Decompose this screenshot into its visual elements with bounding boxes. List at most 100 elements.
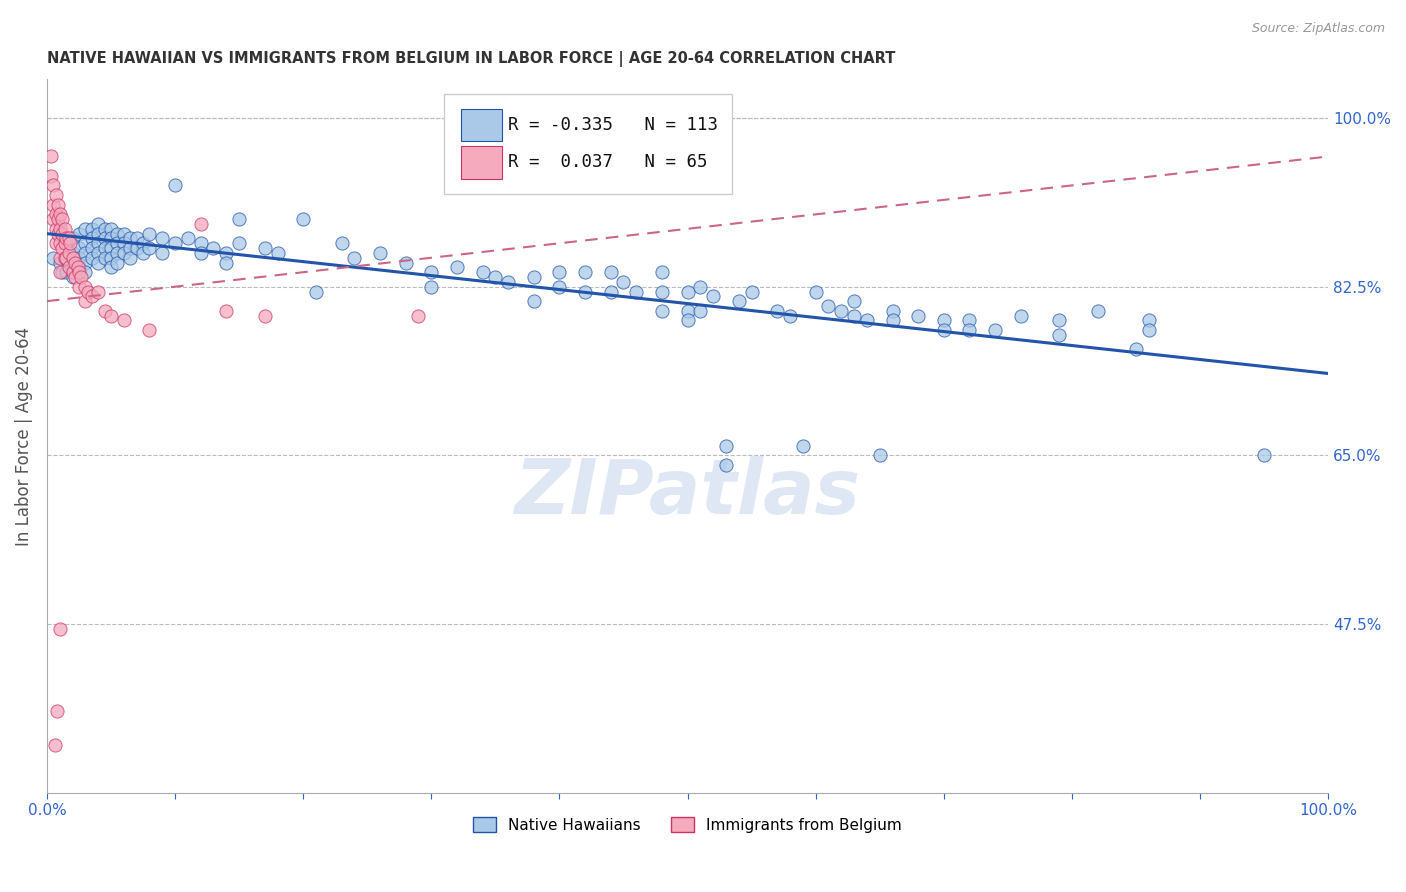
Point: [48, 227, 70, 241]
Text: NATIVE HAWAIIAN VS IMMIGRANTS FROM BELGIUM IN LABOR FORCE | AGE 20-64 CORRELATIO: NATIVE HAWAIIAN VS IMMIGRANTS FROM BELGI…: [46, 51, 896, 67]
Point: [292, 212, 315, 227]
Point: [420, 279, 443, 293]
Point: [842, 294, 865, 309]
Point: [48, 622, 70, 636]
Point: [93, 251, 115, 265]
Point: [190, 236, 212, 251]
Point: [548, 279, 571, 293]
Point: [112, 313, 135, 327]
Point: [45, 236, 67, 251]
Point: [1047, 327, 1070, 342]
Point: [138, 323, 160, 337]
Point: [75, 222, 97, 236]
Y-axis label: In Labor Force | Age 20-64: In Labor Force | Age 20-64: [15, 326, 32, 546]
Point: [253, 241, 276, 255]
Point: [548, 173, 571, 187]
Point: [75, 265, 97, 279]
Point: [869, 449, 891, 463]
Point: [651, 303, 673, 318]
Point: [112, 227, 135, 241]
Point: [48, 222, 70, 236]
Point: [1137, 313, 1160, 327]
Point: [51, 227, 73, 241]
Point: [1047, 313, 1070, 327]
Point: [882, 303, 904, 318]
Point: [574, 285, 596, 299]
Point: [55, 231, 77, 245]
Point: [93, 303, 115, 318]
Point: [87, 217, 110, 231]
Point: [55, 265, 77, 279]
Point: [714, 439, 737, 453]
Point: [93, 241, 115, 255]
Point: [48, 265, 70, 279]
Point: [62, 231, 84, 245]
Point: [408, 309, 430, 323]
Point: [62, 270, 84, 285]
Point: [44, 738, 66, 752]
Point: [70, 270, 93, 285]
Point: [1125, 343, 1147, 357]
Point: [138, 227, 160, 241]
Point: [100, 241, 122, 255]
Point: [51, 265, 73, 279]
Point: [100, 251, 122, 265]
Point: [67, 241, 90, 255]
Point: [67, 279, 90, 293]
Point: [87, 255, 110, 269]
Point: [984, 323, 1007, 337]
Point: [63, 270, 86, 285]
Point: [58, 260, 80, 275]
Point: [105, 236, 128, 251]
Point: [80, 222, 103, 236]
Point: [163, 178, 186, 193]
Point: [75, 246, 97, 260]
Point: [48, 236, 70, 251]
Point: [830, 303, 852, 318]
Point: [714, 458, 737, 472]
Point: [112, 246, 135, 260]
Point: [1253, 449, 1275, 463]
Point: [599, 265, 621, 279]
Point: [58, 231, 80, 245]
Point: [766, 303, 789, 318]
Point: [100, 260, 122, 275]
Point: [523, 294, 546, 309]
Point: [548, 265, 571, 279]
Point: [62, 265, 84, 279]
Point: [39, 169, 62, 183]
Point: [150, 231, 173, 245]
Point: [120, 251, 142, 265]
Point: [599, 285, 621, 299]
Point: [957, 313, 980, 327]
Legend: Native Hawaiians, Immigrants from Belgium: Native Hawaiians, Immigrants from Belgiu…: [467, 811, 908, 838]
Point: [100, 231, 122, 245]
Point: [105, 227, 128, 241]
Point: [484, 270, 506, 285]
Point: [689, 303, 711, 318]
Point: [51, 241, 73, 255]
Point: [651, 265, 673, 279]
Point: [87, 236, 110, 251]
Point: [77, 285, 100, 299]
Text: Source: ZipAtlas.com: Source: ZipAtlas.com: [1251, 22, 1385, 36]
FancyBboxPatch shape: [461, 145, 502, 178]
Point: [305, 285, 328, 299]
Point: [87, 246, 110, 260]
Point: [1087, 303, 1109, 318]
Point: [48, 212, 70, 227]
Point: [66, 260, 89, 275]
Point: [1010, 309, 1032, 323]
Point: [676, 178, 699, 193]
Point: [42, 212, 65, 227]
Point: [702, 289, 724, 303]
Point: [80, 241, 103, 255]
Point: [48, 207, 70, 221]
Point: [48, 251, 70, 265]
Point: [215, 303, 238, 318]
Point: [62, 255, 84, 269]
Point: [741, 285, 763, 299]
Point: [496, 275, 519, 289]
Point: [471, 265, 494, 279]
Point: [105, 255, 128, 269]
